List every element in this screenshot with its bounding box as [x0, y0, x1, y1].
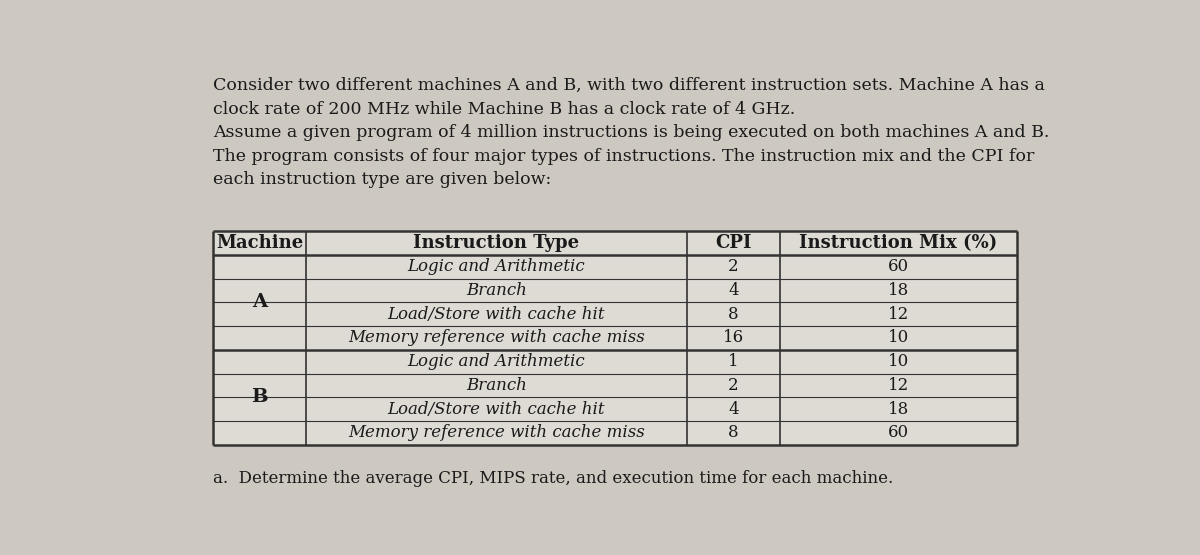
Text: Memory reference with cache miss: Memory reference with cache miss — [348, 330, 644, 346]
Text: 60: 60 — [888, 258, 908, 275]
Text: Instruction Mix (%): Instruction Mix (%) — [799, 234, 997, 252]
Text: each instruction type are given below:: each instruction type are given below: — [214, 171, 552, 188]
Text: 18: 18 — [888, 401, 908, 418]
Text: clock rate of 200 MHz while Machine B has a clock rate of 4 GHz.: clock rate of 200 MHz while Machine B ha… — [214, 101, 796, 118]
Text: Memory reference with cache miss: Memory reference with cache miss — [348, 425, 644, 441]
Text: 2: 2 — [728, 377, 739, 394]
Text: Branch: Branch — [466, 377, 527, 394]
Text: a.  Determine the average CPI, MIPS rate, and execution time for each machine.: a. Determine the average CPI, MIPS rate,… — [214, 471, 894, 487]
Text: 60: 60 — [888, 425, 908, 441]
Text: Machine: Machine — [216, 234, 304, 252]
Text: B: B — [251, 388, 268, 406]
Text: 1: 1 — [728, 353, 739, 370]
Text: Branch: Branch — [466, 282, 527, 299]
Text: 16: 16 — [722, 330, 744, 346]
Text: Load/Store with cache hit: Load/Store with cache hit — [388, 401, 605, 418]
Text: Load/Store with cache hit: Load/Store with cache hit — [388, 306, 605, 322]
Text: The program consists of four major types of instructions. The instruction mix an: The program consists of four major types… — [214, 148, 1034, 165]
Text: 4: 4 — [728, 401, 739, 418]
Text: 8: 8 — [728, 425, 739, 441]
Text: 8: 8 — [728, 306, 739, 322]
Text: 2: 2 — [728, 258, 739, 275]
Text: Logic and Arithmetic: Logic and Arithmetic — [408, 353, 586, 370]
Text: Instruction Type: Instruction Type — [414, 234, 580, 252]
Text: Logic and Arithmetic: Logic and Arithmetic — [408, 258, 586, 275]
Text: 10: 10 — [888, 353, 908, 370]
Text: Consider two different machines A and B, with two different instruction sets. Ma: Consider two different machines A and B,… — [214, 77, 1045, 94]
Text: 12: 12 — [888, 306, 908, 322]
Text: 10: 10 — [888, 330, 908, 346]
Text: 12: 12 — [888, 377, 908, 394]
Text: 4: 4 — [728, 282, 739, 299]
Text: CPI: CPI — [715, 234, 751, 252]
Text: A: A — [252, 294, 268, 311]
Text: 18: 18 — [888, 282, 908, 299]
Text: Assume a given program of 4 million instructions is being executed on both machi: Assume a given program of 4 million inst… — [214, 124, 1050, 142]
